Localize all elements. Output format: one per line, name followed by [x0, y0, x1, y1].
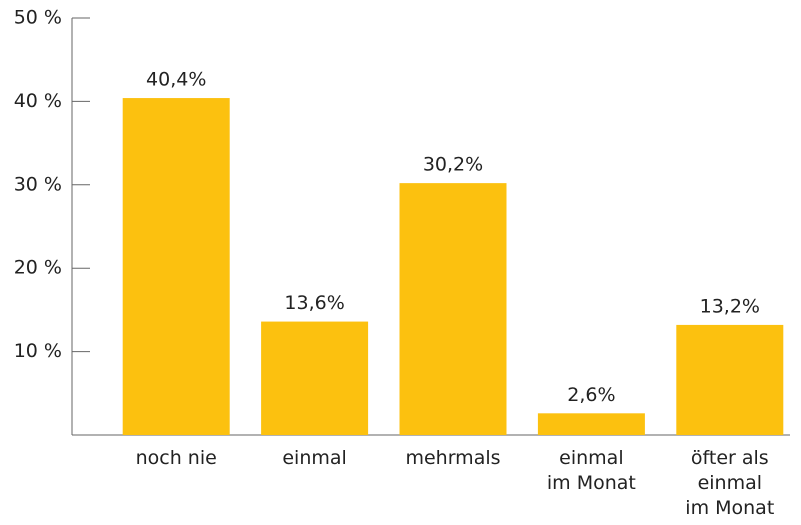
x-tick-label: noch nie: [135, 447, 217, 469]
value-label: 13,6%: [284, 292, 344, 314]
bar: [122, 98, 230, 436]
x-tick-label: einmal: [282, 447, 347, 469]
bar: [676, 324, 784, 435]
y-tick-label: 30 %: [14, 173, 62, 195]
bar: [399, 183, 507, 435]
y-tick-label: 10 %: [14, 340, 62, 362]
value-label: 40,4%: [146, 69, 206, 91]
y-tick-label: 50 %: [14, 7, 62, 29]
bar: [261, 321, 369, 435]
bar: [537, 413, 645, 435]
x-tick-label: mehrmals: [405, 447, 501, 469]
x-tick-label: öfter als einmal im Monat: [685, 447, 775, 519]
x-tick-label: einmal im Monat: [546, 447, 636, 494]
y-tick-label: 20 %: [14, 257, 62, 279]
value-label: 13,2%: [700, 295, 760, 317]
value-label: 30,2%: [423, 154, 483, 176]
value-label: 2,6%: [567, 384, 615, 406]
y-tick-label: 40 %: [14, 90, 62, 112]
